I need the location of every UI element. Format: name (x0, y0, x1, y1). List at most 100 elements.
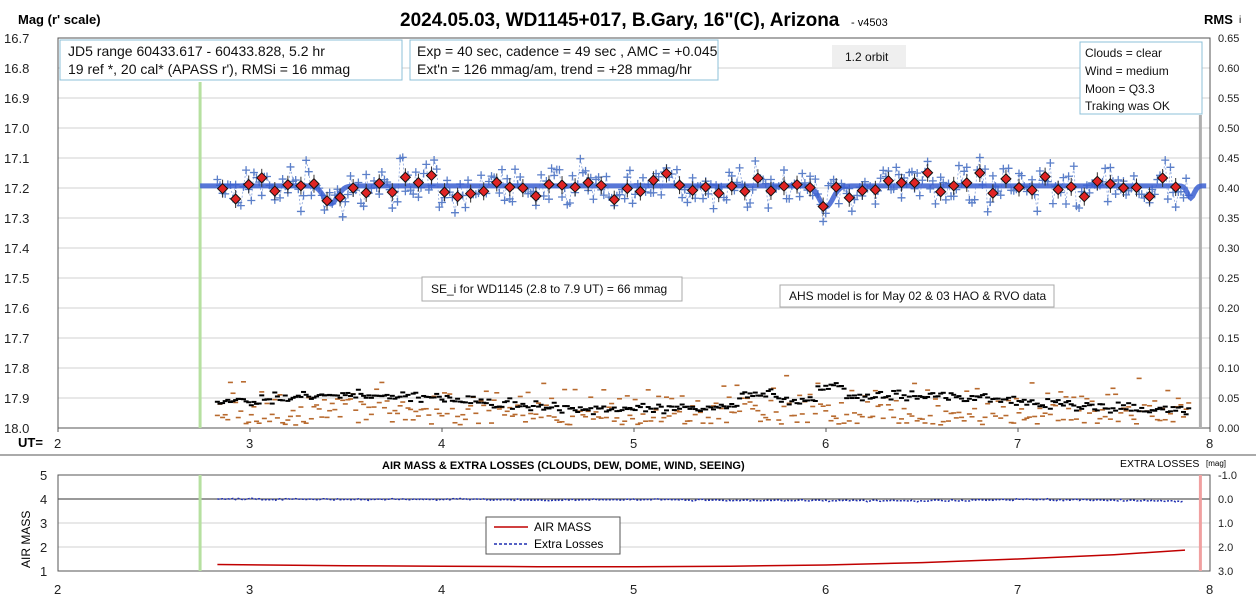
bottom-x-ticks: 2 3 4 5 6 7 8 (54, 582, 1213, 597)
average-point (1026, 184, 1038, 196)
bottom-y-right-tick-label: -1.0 (1218, 470, 1237, 482)
top-version: - v4503 (851, 17, 888, 29)
individual-point (913, 169, 922, 178)
top-ylabel-right-suffix: i (1239, 15, 1241, 26)
top-ylabel-right: RMS (1204, 12, 1233, 27)
individual-point (422, 160, 431, 169)
individual-point (1179, 193, 1188, 202)
individual-point (450, 208, 459, 217)
individual-point (341, 197, 350, 206)
average-point (726, 180, 738, 192)
individual-point (435, 203, 444, 212)
average-point (269, 185, 281, 197)
average-point (660, 167, 673, 180)
average-point (477, 185, 490, 197)
top-x-ticks: 2 3 4 5 6 7 8 (54, 428, 1213, 451)
individual-point (401, 187, 410, 196)
se-label: SE_i for WD1145 (2.8 to 7.9 UT) = 66 mma… (431, 282, 667, 296)
average-point (1078, 190, 1090, 203)
top-ylabel-left: Mag (r' scale) (18, 12, 101, 27)
individual-point (625, 166, 634, 175)
individual-point (988, 171, 997, 180)
individual-point (1033, 207, 1042, 216)
individual-point (962, 163, 971, 172)
top-y-tick-label: 17.2 (4, 181, 29, 196)
individual-point (1059, 173, 1068, 182)
conditions-tracking: Traking was OK (1085, 99, 1170, 113)
individual-point (847, 207, 856, 216)
top-y-tick-label: 17.6 (4, 301, 29, 316)
se-box: SE_i for WD1145 (2.8 to 7.9 UT) = 66 mma… (421, 276, 683, 302)
average-point (843, 192, 855, 204)
bottom-x-tick-label: 4 (438, 582, 445, 597)
top-x-tick-label: 2 (54, 436, 61, 451)
average-point (504, 181, 516, 193)
bottom-y-tick-label: 3 (40, 516, 47, 531)
conditions-clouds: Clouds = clear (1085, 46, 1162, 60)
average-point (608, 193, 620, 206)
average-point (569, 181, 581, 193)
top-y-right-tick-label: 0.30 (1218, 243, 1239, 255)
average-point (582, 176, 594, 189)
average-point (921, 167, 934, 179)
average-point (556, 179, 568, 191)
individual-point (981, 165, 990, 174)
individual-point (432, 165, 441, 174)
jd-range-line1: JD5 range 60433.617 - 60433.828, 5.2 hr (68, 43, 325, 59)
top-x-tick-label: 8 (1206, 436, 1213, 451)
top-y-ticks-left: 16.7 16.8 16.9 17.0 17.1 17.2 17.3 17.4 17.5 17.6… (4, 31, 29, 436)
average-point (908, 177, 921, 189)
average-point (961, 177, 973, 189)
individual-point (500, 196, 509, 205)
average-point (934, 186, 947, 198)
average-point (242, 178, 255, 191)
individual-point (1062, 199, 1070, 208)
individual-point (954, 161, 963, 170)
top-x-tick-label: 7 (1014, 436, 1021, 451)
top-y-right-tick-label: 0.40 (1218, 183, 1239, 195)
top-y-tick-label: 17.9 (4, 391, 29, 406)
top-y-right-tick-label: 0.60 (1218, 63, 1239, 75)
individual-point (975, 153, 984, 162)
individual-point (398, 153, 407, 162)
individual-point (602, 172, 611, 181)
individual-point (236, 201, 245, 210)
bottom-y-tick-label: 2 (40, 540, 47, 555)
individual-point (1075, 203, 1084, 212)
individual-point (302, 156, 311, 165)
individual-point (983, 207, 992, 216)
bottom-ylabel-right: EXTRA LOSSES (1120, 458, 1199, 470)
bottom-x-tick-label: 5 (630, 582, 637, 597)
individual-point (359, 202, 368, 211)
individual-point (278, 175, 287, 184)
individual-point (581, 166, 590, 175)
individual-point (565, 198, 574, 207)
bottom-ylabel-left: AIR MASS (19, 511, 33, 568)
bottom-y-ticks-right: -1.0 0.0 1.0 2.0 3.0 (1218, 470, 1237, 578)
individual-point (672, 165, 681, 174)
bottom-y-right-tick-label: 1.0 (1218, 518, 1233, 530)
individual-point (414, 193, 423, 202)
airmass-series (217, 549, 1186, 568)
bottom-y-tick-label: 1 (40, 564, 47, 579)
individual-point (941, 195, 950, 204)
individual-point (1176, 187, 1185, 196)
individual-point (743, 203, 752, 212)
conditions-box: Clouds = clear Wind = medium Moon = Q3.3… (1079, 41, 1203, 115)
individual-point (853, 191, 862, 200)
average-point (686, 184, 699, 197)
individual-point (638, 173, 647, 182)
individual-point (393, 197, 402, 206)
individual-point (1004, 164, 1013, 173)
individual-point (555, 165, 564, 174)
individual-point (1069, 162, 1078, 171)
top-plot-frame (57, 37, 1211, 429)
average-point (530, 190, 542, 202)
average-point (974, 167, 986, 179)
conditions-moon: Moon = Q3.3 (1085, 82, 1155, 96)
individual-point (576, 154, 585, 163)
individual-point (779, 166, 788, 175)
individual-point (785, 194, 794, 203)
top-y-right-tick-label: 0.65 (1218, 33, 1239, 45)
